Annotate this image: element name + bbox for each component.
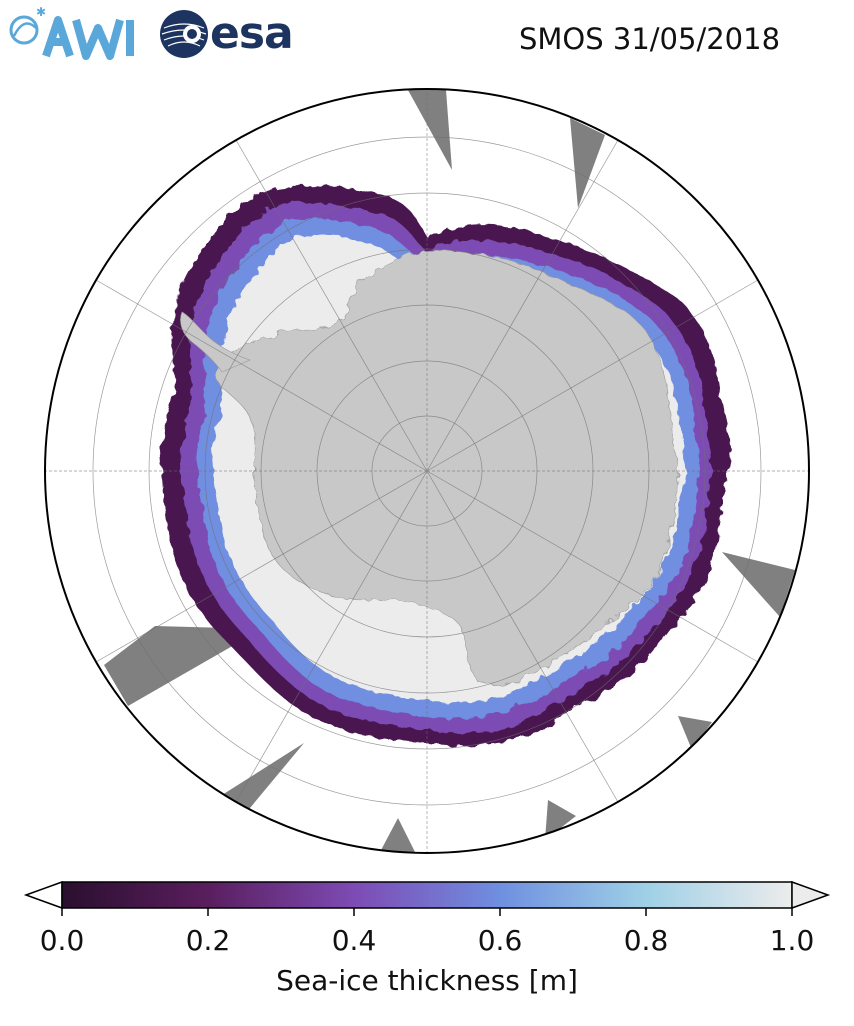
awi-logo: ✱ bbox=[9, 6, 134, 60]
colorbar-tick-label: 0.0 bbox=[39, 924, 85, 957]
esa-logo-icon bbox=[160, 10, 208, 58]
svg-text:✱: ✱ bbox=[36, 6, 46, 19]
esa-logo-text: esa bbox=[210, 8, 294, 59]
colorbar-tick-label: 0.4 bbox=[331, 924, 377, 957]
colorbar-extend-low bbox=[23, 880, 63, 910]
colorbar-gradient bbox=[61, 881, 793, 909]
header: ✱ esa SMOS 31/05/2018 bbox=[0, 0, 854, 70]
colorbar-tick-label: 0.8 bbox=[623, 924, 669, 957]
meridians bbox=[45, 89, 809, 853]
colorbar-extend-high bbox=[791, 880, 831, 910]
map-disk bbox=[45, 89, 809, 853]
colorbar bbox=[23, 880, 831, 916]
antarctica-land bbox=[214, 249, 678, 686]
no-data-wedges bbox=[104, 90, 795, 852]
antarctic-peninsula bbox=[180, 311, 251, 373]
colorbar-tick-label: 1.0 bbox=[769, 924, 815, 957]
colorbar-tick-label: 0.2 bbox=[185, 924, 231, 957]
map-boundary bbox=[44, 88, 810, 854]
colorbar-tick-label: 0.6 bbox=[477, 924, 523, 957]
colorbar-label: Sea-ice thickness [m] bbox=[276, 964, 578, 997]
map-title: SMOS 31/05/2018 bbox=[519, 22, 781, 56]
